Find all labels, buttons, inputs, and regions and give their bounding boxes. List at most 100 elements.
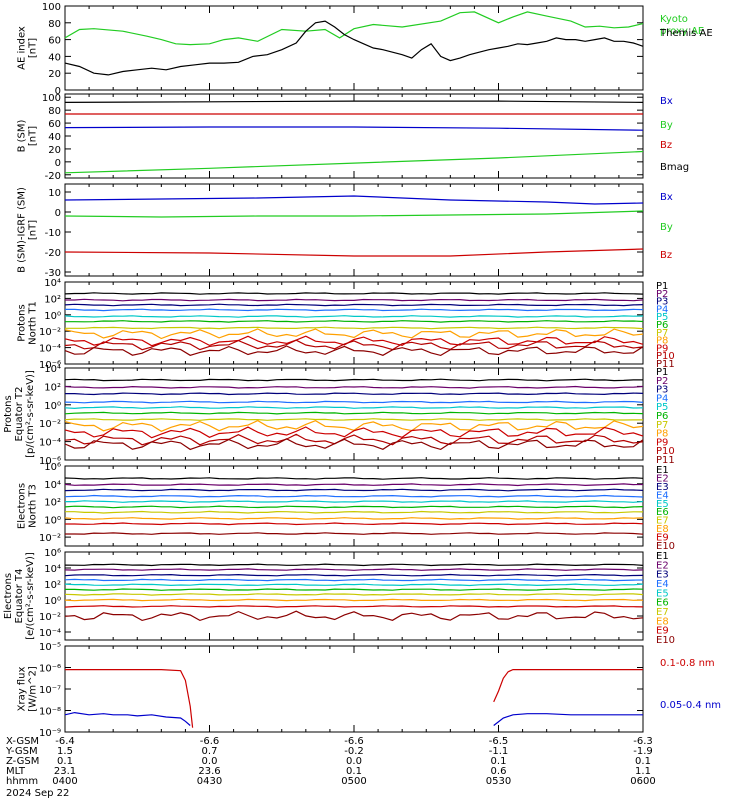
y-tick-label-bsm: 0 xyxy=(55,158,61,169)
y-tick-label-ee4: 10⁶ xyxy=(44,548,61,559)
y-tick-label-pn1: 10² xyxy=(44,294,61,305)
legend-label-ee4: E9 xyxy=(656,626,669,637)
y-axis-label-bsm: [nT] xyxy=(28,126,39,146)
series-line-en3-e3 xyxy=(64,488,644,492)
y-tick-label-en3: 10⁶ xyxy=(44,462,61,473)
series-line-ee4-e7 xyxy=(64,593,644,596)
series-line-ee4-e10 xyxy=(64,610,644,622)
y-tick-label-ae: 40 xyxy=(48,52,61,63)
y-axis-label-ae: AE index xyxy=(17,26,28,70)
y-tick-label-bsm: 20 xyxy=(48,145,61,156)
legend-label-pn1: P1 xyxy=(656,281,668,292)
legend-label-en3: E5 xyxy=(656,499,669,510)
panel-frame-bigrf xyxy=(64,183,644,277)
x-axis-row-label: X-GSM xyxy=(6,736,39,747)
y-tick-label-pn1: 10⁴ xyxy=(44,278,61,289)
y-tick-label-xray: 10⁻⁹ xyxy=(39,728,61,739)
y-tick-label-ae: 0 xyxy=(55,86,61,97)
y-axis-label-pe2: Protons xyxy=(3,395,14,432)
legend-label-pe2: P1 xyxy=(656,367,668,378)
series-line-pn1-p3 xyxy=(64,303,644,307)
legend-label-pn1: P6 xyxy=(656,320,668,331)
x-axis-row-label: Z-GSM xyxy=(6,756,39,767)
legend-label-pn1: P4 xyxy=(656,304,668,315)
x-axis-row-value: 0.7 xyxy=(202,746,218,757)
legend-label-en3: E3 xyxy=(656,482,669,493)
x-axis-row-value: 0430 xyxy=(197,776,222,787)
legend-label-pe2: P9 xyxy=(656,437,668,448)
y-tick-label-xray: 10⁻⁷ xyxy=(39,685,61,696)
series-line-pn1-p11 xyxy=(64,345,644,357)
y-tick-label-pn1: 10⁻⁶ xyxy=(39,360,61,371)
legend-label-pn1: P10 xyxy=(656,351,675,362)
series-line-en3-e10 xyxy=(65,532,644,535)
series-line-xray-0-1-0-8-nm xyxy=(65,669,643,728)
x-axis-row-label: Y-GSM xyxy=(5,746,38,757)
series-line-en3-e5 xyxy=(65,500,644,503)
legend-label-bigrf: Bx xyxy=(660,192,673,203)
x-axis-row-value: 1.1 xyxy=(635,766,651,777)
series-line-en3-e6 xyxy=(64,505,644,509)
x-axis-row-value: -6.6 xyxy=(344,736,364,747)
panel-frame-xray xyxy=(64,645,644,733)
legend-label-bsm: Bx xyxy=(660,96,673,107)
y-axis-label-ee4: Electrons xyxy=(3,573,14,619)
y-tick-label-ee4: 10⁻² xyxy=(39,612,61,623)
y-tick-label-xray: 10⁻⁸ xyxy=(39,707,61,718)
x-axis-row-value: -1.1 xyxy=(489,746,509,757)
y-tick-label-pe2: 10⁰ xyxy=(44,401,61,412)
legend-label-pe2: P4 xyxy=(656,393,668,404)
series-line-en3-e1 xyxy=(64,477,644,480)
series-line-pn1-p6 xyxy=(65,319,644,323)
legend-label-en3: E1 xyxy=(656,465,669,476)
x-axis-row-value: 0.0 xyxy=(202,756,218,767)
series-line-xray-0-05-0-4-nm xyxy=(64,711,643,726)
legend-label-pe2: P8 xyxy=(656,429,668,440)
series-line-pn1-p8 xyxy=(64,328,644,340)
x-axis-row-value: 23.1 xyxy=(54,766,76,777)
legend-label-pn1: P11 xyxy=(656,359,675,370)
x-axis-row-value: -1.9 xyxy=(633,746,653,757)
y-axis-label-pe2: Equator T2 xyxy=(14,387,25,442)
y-tick-label-bsm: 100 xyxy=(42,93,61,104)
y-tick-label-pn1: 10⁻⁴ xyxy=(39,344,61,355)
y-axis-label-bsm: B (SM) xyxy=(17,119,28,152)
y-axis-label-bigrf: [nT] xyxy=(28,220,39,240)
y-axis-label-xray: Xray flux xyxy=(17,667,28,712)
series-line-ee4-e1 xyxy=(64,563,644,567)
y-tick-label-pn1: 10⁻² xyxy=(39,327,61,338)
y-tick-label-ae: 20 xyxy=(48,69,61,80)
y-tick-label-ee4: 10⁴ xyxy=(44,564,61,575)
series-line-bigrf-bz xyxy=(64,248,644,257)
x-axis-row-value: 23.6 xyxy=(198,766,220,777)
y-tick-label-bigrf: -20 xyxy=(45,248,61,259)
legend-label-ee4: E1 xyxy=(656,551,669,562)
series-line-pe2-p2 xyxy=(64,385,644,389)
series-line-pe2-p3 xyxy=(65,392,644,396)
legend-label-en3: E9 xyxy=(656,533,669,544)
series-line-en3-e4 xyxy=(64,494,644,498)
series-line-pn1-p2 xyxy=(65,298,644,302)
y-tick-label-en3: 10⁰ xyxy=(44,515,61,526)
series-line-pn1-p4 xyxy=(65,308,644,312)
legend-label-pn1: P7 xyxy=(656,328,668,339)
legend-label-en3: E8 xyxy=(656,524,669,535)
legend-label-en3: E2 xyxy=(656,473,669,484)
x-axis-row-label: MLT xyxy=(6,766,26,777)
series-line-bsm-bx xyxy=(64,126,644,131)
y-axis-label-ee4: [e/(cm²-s-sr-keV)] xyxy=(25,552,36,640)
y-axis-label-bigrf: B (SM)-IGRF (SM) xyxy=(17,187,28,273)
series-line-en3-e9 xyxy=(65,522,644,526)
x-axis-row-label: hhmm xyxy=(6,776,38,787)
y-axis-label-pn1: North T1 xyxy=(28,301,39,345)
legend-label-pn1: P8 xyxy=(656,336,668,347)
y-tick-label-bigrf: -10 xyxy=(45,228,61,239)
y-tick-label-ae: 80 xyxy=(48,19,61,30)
series-line-ee4-e5 xyxy=(64,583,644,587)
series-line-pe2-p7 xyxy=(64,418,643,421)
series-line-bigrf-by xyxy=(64,210,644,218)
legend-label-en3: E4 xyxy=(656,490,669,501)
panel-frame-bsm xyxy=(64,93,644,179)
legend-label-ee4: E8 xyxy=(656,616,669,627)
